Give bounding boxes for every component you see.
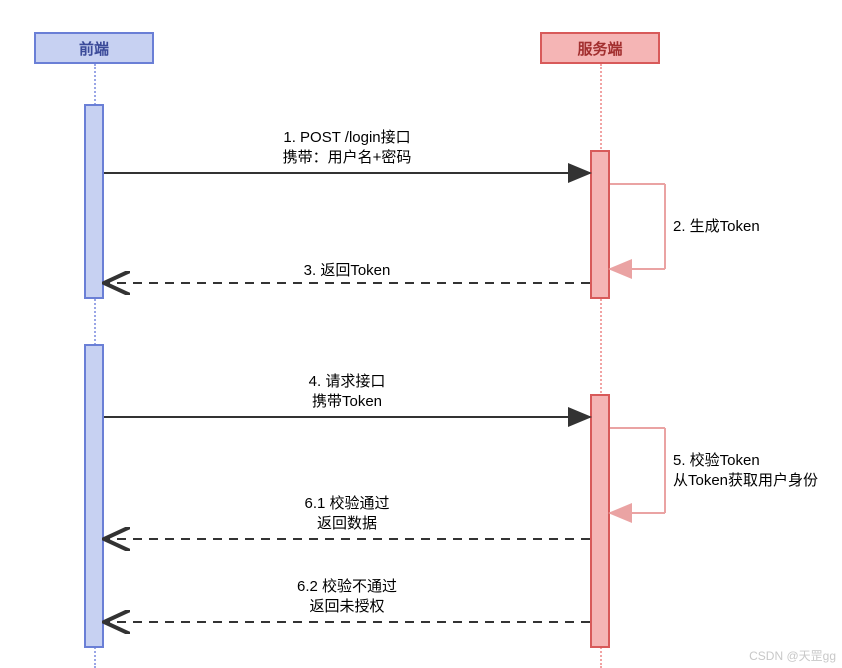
label-m62: 6.2 校验不通过返回未授权 [104, 577, 590, 618]
label-m3: 3. 返回Token [104, 261, 590, 281]
label-m2-l1: 2. 生成Token [673, 218, 760, 235]
label-m62-l2: 返回未授权 [309, 598, 384, 615]
label-m4-l2: 携带Token [312, 393, 382, 410]
label-m1-l2: 携带：用户名+密码 [283, 149, 412, 166]
label-m5: 5. 校验Token 从Token获取用户身份 [673, 451, 818, 492]
label-m1: 1. POST /login接口携带：用户名+密码 [104, 128, 590, 169]
activation-frontend-1 [84, 104, 104, 299]
label-m1-l1: 1. POST /login接口 [283, 129, 410, 146]
label-m62-l1: 6.2 校验不通过 [297, 578, 397, 595]
label-m4: 4. 请求接口携带Token [104, 372, 590, 413]
label-m2: 2. 生成Token [673, 217, 760, 237]
label-m5-l2: 从Token获取用户身份 [673, 472, 818, 489]
activation-frontend-2 [84, 344, 104, 648]
label-m61-l2: 返回数据 [317, 515, 377, 532]
label-m61-l1: 6.1 校验通过 [304, 495, 389, 512]
actor-header-frontend: 前端 [34, 32, 154, 64]
activation-server-1 [590, 150, 610, 299]
label-m3-l1: 3. 返回Token [304, 262, 391, 279]
activation-server-2 [590, 394, 610, 648]
actor-header-server: 服务端 [540, 32, 660, 64]
arrows-layer [0, 0, 842, 668]
label-m4-l1: 4. 请求接口 [309, 373, 386, 390]
watermark: CSDN @天罡gg [749, 647, 836, 664]
label-m5-l1: 5. 校验Token [673, 452, 760, 469]
label-m61: 6.1 校验通过返回数据 [104, 494, 590, 535]
